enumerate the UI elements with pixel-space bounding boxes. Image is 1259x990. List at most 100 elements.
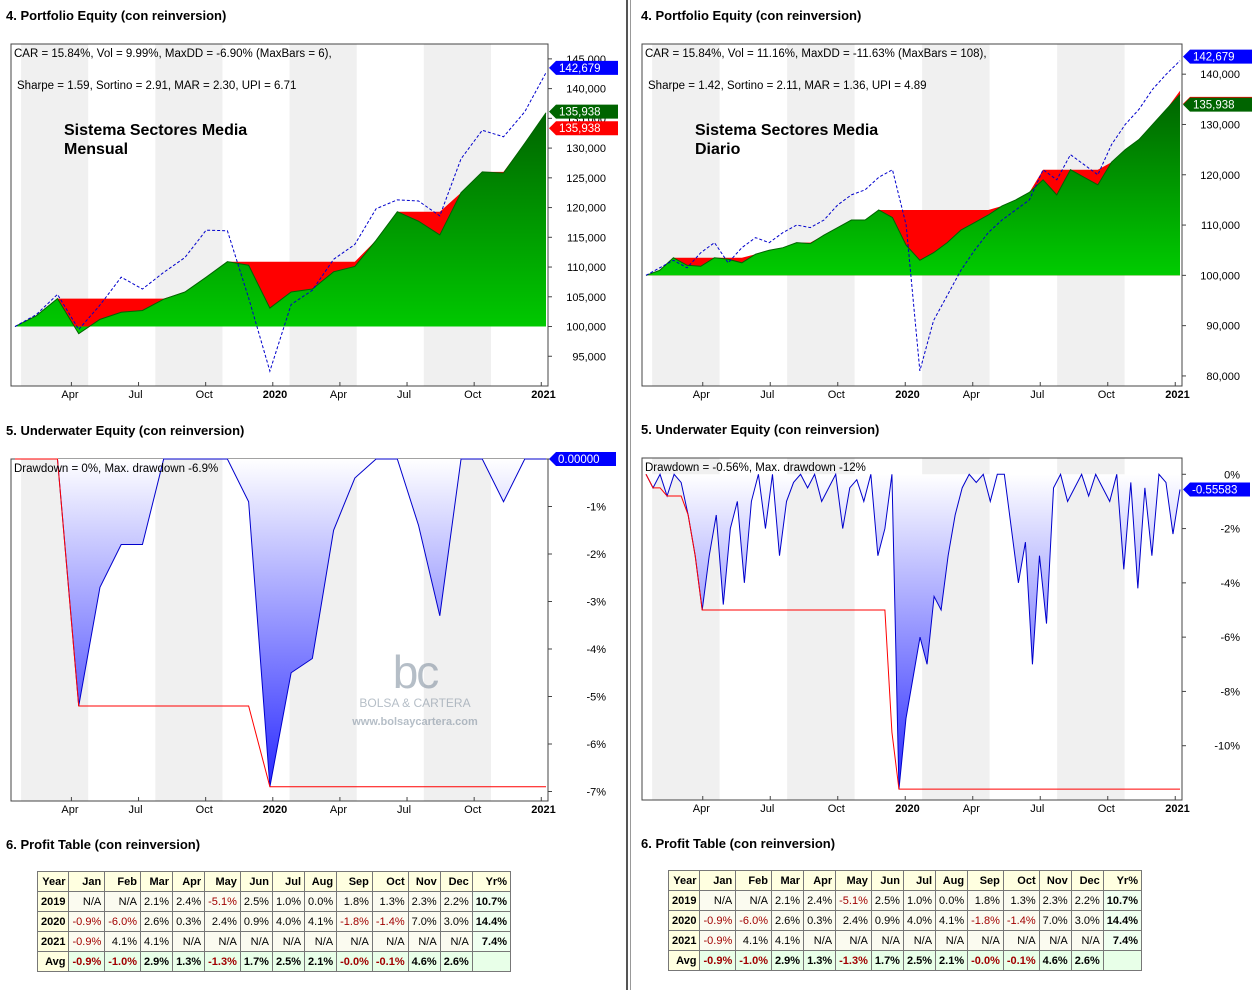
table-cell: 2.9% — [770, 950, 805, 971]
table-cell: 3.0% — [1070, 910, 1104, 931]
table-cell: 4.0% — [902, 910, 937, 931]
column-header: Dec — [439, 871, 473, 892]
table-cell: -1.0% — [104, 951, 141, 972]
table-cell: -6.0% — [104, 911, 141, 932]
table-cell: 10.7% — [471, 891, 511, 912]
x-tick-label: Oct — [1098, 803, 1115, 815]
y-tick-label: 110,000 — [567, 262, 606, 274]
plot-frame — [10, 43, 549, 387]
table-cell: 1.3% — [371, 891, 409, 912]
table-cell: N/A — [371, 931, 409, 952]
table-cell: N/A — [204, 931, 241, 952]
underwater-value-tag: 0.00000 — [549, 452, 616, 466]
column-header: Yr% — [471, 871, 511, 892]
y-tick-label: 100,000 — [1200, 270, 1240, 282]
table-cell: 2.6% — [770, 910, 805, 931]
column-header: Jul — [902, 870, 937, 891]
profit-table: Year Jan Feb Mar Apr May Jun Jul Aug Sep Oct Nov Dec… — [667, 870, 1142, 971]
column-header: Jan — [699, 870, 737, 891]
equity-area — [15, 112, 546, 334]
equity-title: 4. Portfolio Equity (con reinversion) — [641, 8, 862, 23]
column-header: Dec — [1070, 870, 1104, 891]
x-tick-label: Oct — [828, 803, 845, 815]
equity-line — [645, 94, 1181, 276]
y-tick-label: 80,000 — [1206, 371, 1240, 383]
svg-text:135,938: 135,938 — [559, 123, 601, 135]
table-cell: 2.2% — [439, 891, 473, 912]
y-tick-label: 110,000 — [1201, 220, 1240, 232]
table-cell: -1.4% — [1002, 910, 1040, 931]
column-header: Nov — [1038, 870, 1072, 891]
period-band — [652, 44, 720, 386]
svg-text:135,938: 135,938 — [559, 107, 601, 119]
table-cell: 4.1% — [735, 930, 772, 951]
x-tick-label: Oct — [1098, 389, 1115, 401]
x-tick-label: Oct — [196, 389, 213, 401]
table-cell: 10.7% — [1102, 890, 1142, 911]
equity-chart: 80,000 90,000 100,000 110,000 120,000 130,000… — [631, 34, 1259, 406]
svg-text:142,679: 142,679 — [559, 63, 601, 75]
column-header: Jun — [239, 871, 273, 892]
column-header: Mar — [770, 870, 805, 891]
table-cell: 2.5% — [870, 890, 904, 911]
x-tick-label: 2020 — [263, 389, 287, 401]
row-label: 2021 — [36, 931, 70, 952]
table-cell: 7.0% — [1038, 910, 1072, 931]
table-cell: 1.0% — [902, 890, 937, 911]
table-cell: N/A — [1038, 930, 1072, 951]
period-band — [155, 459, 223, 801]
table-cell: 2.1% — [935, 950, 969, 971]
y-tick-label: -2% — [1220, 524, 1240, 536]
table-cell — [1102, 950, 1142, 971]
table-cell: N/A — [902, 930, 937, 951]
table-cell: N/A — [271, 931, 306, 952]
x-tick-label: Oct — [828, 389, 845, 401]
equity-svg: 80,000 90,000 100,000 110,000 120,000 130,000… — [641, 43, 1252, 401]
table-cell: 0.9% — [870, 910, 904, 931]
table-cell: 7.4% — [471, 931, 511, 952]
y-tick-label: -6% — [1220, 632, 1240, 644]
table-row: 2020 -0.9% -6.0% 2.6% 0.3% 2.4% 0.9% 4.0% 4.1% -1… — [667, 910, 1142, 931]
table-cell: 7.4% — [1102, 930, 1142, 951]
y-tick-label: -4% — [1220, 578, 1240, 590]
table-cell: N/A — [439, 931, 473, 952]
table-cell: -1.0% — [735, 950, 772, 971]
table-cell: 0.3% — [172, 911, 206, 932]
period-band — [21, 44, 89, 386]
column-header: Sep — [967, 870, 1004, 891]
benchmark-line — [14, 72, 547, 373]
table-cell: -1.3% — [835, 950, 872, 971]
underwater-value-tag: -0.55583 — [1183, 482, 1250, 497]
y-tick-label: -10% — [1214, 741, 1240, 753]
stats-line-1: CAR = 15.84%, Vol = 9.99%, MaxDD = -6.90… — [14, 48, 332, 60]
table-cell: 1.3% — [803, 950, 837, 971]
x-tick-label: 2020 — [895, 389, 919, 401]
x-tick-label: Oct — [196, 804, 213, 816]
table-cell: 0.0% — [304, 891, 338, 912]
table-cell: 2.4% — [803, 890, 837, 911]
table-cell: -1.4% — [371, 911, 409, 932]
benchmark-price-tag: 142,679 — [1183, 49, 1252, 64]
table-cell: 2.2% — [1070, 890, 1104, 911]
table-cell: -6.0% — [735, 910, 772, 931]
table-cell: 2.4% — [172, 891, 206, 912]
x-tick-label: Jul — [129, 804, 143, 816]
underwater-title: 5. Underwater Equity (con reinversion) — [641, 422, 880, 437]
table-cell: -0.1% — [371, 951, 409, 972]
underwater-title: 5. Underwater Equity (con reinversion) — [6, 423, 245, 438]
table-cell: N/A — [870, 930, 904, 951]
table-cell: 4.6% — [407, 951, 441, 972]
column-header: Apr — [803, 870, 837, 891]
svg-text:-0.55583: -0.55583 — [1192, 484, 1237, 496]
column-header: Jun — [870, 870, 904, 891]
column-header: Jul — [271, 871, 306, 892]
x-tick-label: Oct — [464, 389, 481, 401]
table-cell: -1.8% — [967, 910, 1004, 931]
table-cell: -0.1% — [1002, 950, 1040, 971]
table-cell: -0.0% — [967, 950, 1004, 971]
x-tick-label: Apr — [61, 389, 78, 401]
table-cell: -5.1% — [835, 890, 872, 911]
x-tick-label: 2020 — [895, 803, 919, 815]
table-cell: 14.4% — [471, 911, 511, 932]
equity-title: 4. Portfolio Equity (con reinversion) — [6, 8, 227, 23]
